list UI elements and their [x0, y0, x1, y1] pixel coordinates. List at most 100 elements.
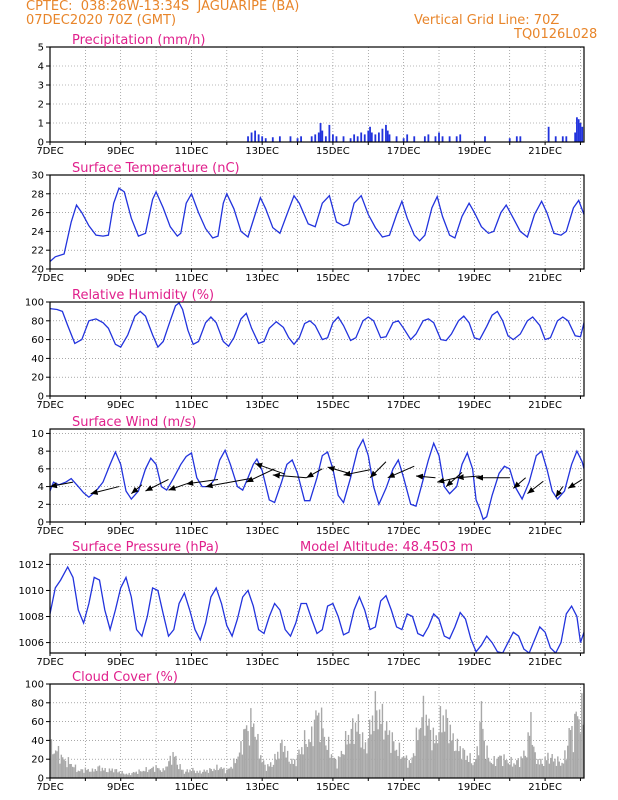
cloud-bar	[84, 767, 87, 778]
cloud-bar	[122, 773, 125, 778]
cloud-bar	[110, 770, 112, 778]
cloud-bar	[407, 767, 409, 778]
cloud-bar	[129, 775, 132, 778]
cloud-bar	[163, 770, 166, 778]
xtick-label: 17DEC	[387, 146, 421, 157]
wind-vector	[50, 481, 74, 489]
panel-title: Surface Temperature (nC)	[72, 161, 240, 176]
cloud-bar	[455, 750, 457, 778]
cloud-bar	[247, 731, 249, 778]
cloud-bar	[483, 740, 485, 778]
cloud-bar	[572, 752, 575, 778]
cloud-bar	[142, 770, 145, 778]
cloud-bar	[234, 763, 237, 778]
cloud-bar	[155, 765, 157, 778]
ytick-label: 2	[38, 100, 44, 111]
cloud-bar	[88, 771, 91, 778]
cloud-bar	[195, 773, 197, 778]
cloud-bar	[541, 763, 543, 778]
cloud-bar	[302, 754, 304, 778]
cloud-bar	[175, 755, 177, 778]
cloud-bar	[81, 769, 84, 778]
cloud-bar	[421, 717, 423, 778]
cloud-bar	[443, 731, 446, 778]
xtick-label: 17DEC	[387, 657, 421, 668]
cloud-bar	[439, 706, 442, 778]
cloud-bar	[530, 712, 532, 778]
cloud-bar	[509, 764, 511, 778]
xtick-label: 13DEC	[245, 526, 279, 537]
precip-bar	[324, 136, 327, 142]
cloud-bar	[60, 754, 63, 778]
precip-bar	[363, 134, 366, 142]
panel-2: 0 20 40 60 80 100 7DEC 9DEC 11DEC 13DEC 15DEC 17DEC…	[25, 288, 585, 411]
cloud-bar	[391, 732, 394, 778]
cloud-bar	[54, 750, 57, 778]
xtick-label: 7DEC	[36, 782, 63, 793]
wind-vector	[343, 469, 371, 477]
xtick-label: 13DEC	[245, 146, 279, 157]
precip-bar	[319, 123, 322, 142]
cloud-bar	[465, 759, 467, 778]
cloud-bar	[214, 770, 217, 778]
cloud-bar	[520, 756, 522, 778]
series-group	[50, 187, 584, 262]
cloud-bar	[506, 760, 508, 778]
xtick-label: 17DEC	[387, 526, 421, 537]
cloud-bar	[415, 727, 418, 778]
cloud-bar	[210, 769, 212, 778]
cloud-bar	[342, 754, 344, 778]
xtick-label: 7DEC	[36, 146, 63, 157]
xtick-label: 19DEC	[458, 273, 492, 284]
cloud-bar	[441, 732, 443, 778]
precip-bar	[508, 138, 511, 142]
cloud-bar	[169, 755, 171, 778]
cloud-bar	[288, 761, 290, 778]
cloud-bar	[73, 767, 75, 778]
precip-bar	[247, 136, 249, 142]
xtick-label: 15DEC	[316, 273, 350, 284]
ytick-label: 1	[38, 119, 44, 130]
cloud-bar	[217, 770, 220, 778]
cloud-bar	[434, 743, 436, 778]
cloud-bar	[448, 743, 450, 778]
cloud-bar	[353, 744, 355, 778]
cloud-bar	[141, 771, 143, 778]
cloud-bar	[237, 756, 239, 778]
cloud-bar	[315, 710, 317, 778]
cloud-bar	[306, 746, 309, 778]
cloud-bar	[528, 735, 531, 778]
cloud-bar	[94, 769, 96, 778]
series-line	[50, 187, 584, 262]
precip-bar	[515, 136, 518, 142]
cloud-bar	[349, 743, 351, 778]
cloud-bar	[445, 709, 447, 778]
series-line	[50, 302, 584, 349]
series-group	[50, 565, 584, 653]
cloud-bar	[285, 757, 287, 778]
panel-4: 1006 1008 1010 1012 7DEC 9DEC 11DEC 13DEC 15DEC 1…	[19, 540, 585, 668]
cloud-bar	[248, 745, 251, 778]
precip-bar	[349, 138, 352, 142]
cloud-bar	[199, 770, 201, 778]
cloud-bar	[326, 749, 328, 778]
cloud-bar	[381, 703, 384, 778]
cloud-bar	[504, 760, 507, 778]
cloud-bar	[105, 772, 108, 778]
xtick-label: 19DEC	[458, 146, 492, 157]
cloud-bar	[151, 768, 153, 778]
xtick-label: 15DEC	[316, 526, 350, 537]
xtick-label: 13DEC	[245, 400, 279, 411]
cloud-bar	[494, 766, 497, 778]
plot-frame	[49, 553, 585, 654]
cloud-bar	[575, 711, 577, 778]
plot-frame	[49, 301, 585, 397]
precip-bar	[434, 136, 437, 142]
precip-bar	[310, 136, 313, 142]
precip-bar	[385, 124, 387, 142]
cloud-bar	[404, 757, 406, 778]
xtick-label: 9DEC	[107, 273, 134, 284]
cloud-bar	[176, 764, 179, 778]
cloud-bar	[258, 758, 261, 778]
wind-vector	[306, 468, 323, 479]
